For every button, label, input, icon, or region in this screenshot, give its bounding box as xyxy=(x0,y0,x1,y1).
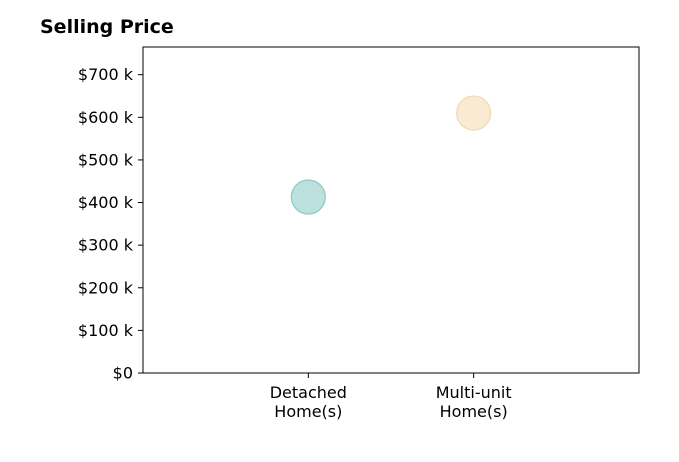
x-tick-label: Detached Home(s) xyxy=(270,383,347,421)
data-points xyxy=(290,95,492,215)
y-tick-label: $600 k xyxy=(78,108,134,127)
x-tick-label: Multi-unit Home(s) xyxy=(436,383,512,421)
data-point xyxy=(456,95,492,131)
y-tick-label: $0 xyxy=(113,364,133,383)
y-tick-label: $500 k xyxy=(78,150,134,169)
y-tick-label: $200 k xyxy=(78,278,134,297)
y-tick-label: $400 k xyxy=(78,193,134,212)
y-tick-label: $100 k xyxy=(78,321,134,340)
y-tick-label: $700 k xyxy=(78,65,134,84)
x-axis: Detached Home(s) Multi-unit Home(s) xyxy=(270,373,512,421)
y-tick-label: $300 k xyxy=(78,236,134,255)
data-point xyxy=(290,179,326,215)
plot-frame xyxy=(142,46,640,374)
y-axis: $0 $100 k $200 k $300 k $400 k $500 k $600 k $7… xyxy=(78,65,143,383)
chart-title: Selling Price xyxy=(40,16,174,38)
